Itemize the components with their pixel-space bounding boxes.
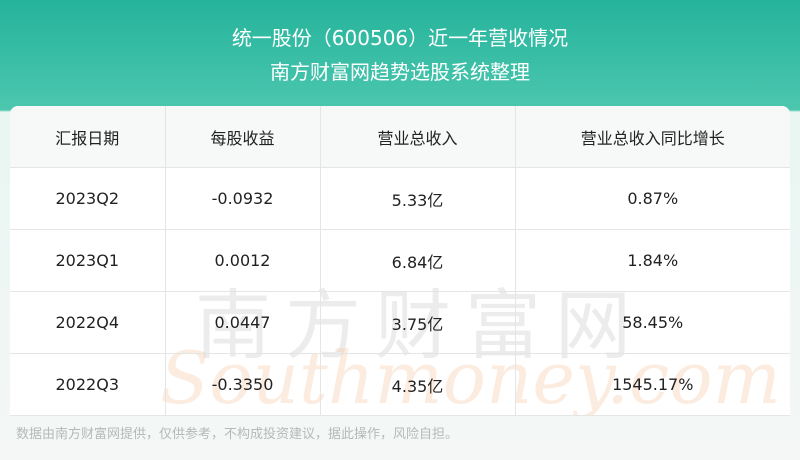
table-cell: 4.35亿 xyxy=(320,353,516,416)
table-cell: -0.0932 xyxy=(165,167,321,230)
subtitle: 南方财富网趋势选股系统整理 xyxy=(270,60,530,84)
table-cell: 3.75亿 xyxy=(320,291,516,354)
column-header: 营业总收入 xyxy=(320,106,516,168)
table-cell: 58.45% xyxy=(515,291,790,354)
column-header: 汇报日期 xyxy=(10,106,166,168)
table-cell: 6.84亿 xyxy=(320,229,516,292)
table-cell: 2023Q2 xyxy=(10,167,166,230)
title: 统一股份（600506）近一年营收情况 xyxy=(231,26,569,50)
table-cell: 1.84% xyxy=(515,229,790,292)
column-header: 营业总收入同比增长 xyxy=(515,106,790,168)
table-row: 2023Q1 0.0012 6.84亿 1.84% xyxy=(10,229,790,292)
column-header: 每股收益 xyxy=(165,106,321,168)
footer-note: 数据由南方财富网提供，仅供参考，不构成投资建议，据此操作，风险自担。 xyxy=(16,427,459,442)
table-cell: 5.33亿 xyxy=(320,167,516,230)
table-cell: 2022Q4 xyxy=(10,291,166,354)
table-cell: 0.0012 xyxy=(165,229,321,292)
table-cell: 0.87% xyxy=(515,167,790,230)
table-body: 2023Q2 -0.0932 5.33亿 0.87% 2023Q1 0.0012 6.84亿… xyxy=(10,167,790,416)
table-cell: 2022Q3 xyxy=(10,353,166,416)
table-row: 2022Q4 0.0447 3.75亿 58.45% xyxy=(10,291,790,354)
table-row: 2022Q3 -0.3350 4.35亿 1545.17% xyxy=(10,353,790,416)
table-card: 南方财富网 Southmoney.com 汇报日期 每股收益 营业总收入 营业总收入同… xyxy=(10,106,790,416)
header-row: 汇报日期 每股收益 营业总收入 营业总收入同比增长 xyxy=(10,106,790,168)
table-row: 2023Q2 -0.0932 5.33亿 0.87% xyxy=(10,167,790,230)
table-cell: -0.3350 xyxy=(165,353,321,416)
table: 汇报日期 每股收益 营业总收入 营业总收入同比增长 2023Q2 -0.0932 5.33… xyxy=(10,106,790,416)
table-cell: 0.0447 xyxy=(165,291,321,354)
table-cell: 1545.17% xyxy=(515,353,790,416)
table-cell: 2023Q1 xyxy=(10,229,166,292)
